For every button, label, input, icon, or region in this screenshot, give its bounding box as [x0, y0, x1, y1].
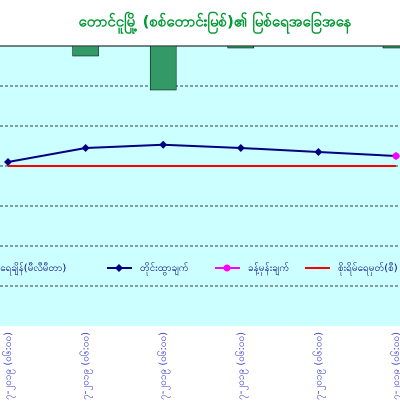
x-tick-label: ၂၄-၇-၂၀၁၉ (၀၆:၀၀) [234, 332, 249, 400]
x-tick-label: ၂၂-၇-၂၀၁၉ (၀၆:၀၀) [79, 332, 94, 400]
legend-marker [115, 264, 123, 272]
legend-label: စိုးရိမ်ရေမှတ်(စီ) [338, 261, 398, 276]
legend-label: တိုင်းထွာချက် [140, 261, 189, 276]
bar [149, 45, 177, 91]
x-tick-label: ၂၁-၇-၂၀၁၉ (၀၆:၀၀) [1, 332, 16, 400]
marker [314, 148, 323, 156]
x-tick-label: ၂၅-၇-၂၀၁၉ (၀၆:၀၀) [311, 332, 326, 400]
x-tick-label: ၂၆-၇-၂၀၁၉ (၀၆:၀၀) [389, 332, 400, 400]
legend-marker [223, 264, 231, 272]
legend-label: ခန့်မှန်းချက် [248, 261, 289, 276]
marker [81, 144, 90, 152]
marker [159, 140, 168, 149]
plot-area [0, 46, 400, 326]
marker [236, 144, 245, 152]
x-tick-label: ၂၃-၇-၂၀၁၉ (၀၆:၀၀) [156, 332, 171, 400]
marker [392, 152, 400, 160]
bar [382, 45, 400, 49]
line [7, 143, 397, 163]
bar [72, 45, 99, 57]
marker [4, 158, 12, 166]
legend-label: မိုးရေချိန်(မီလီမီတာ) [0, 261, 66, 276]
bar [227, 45, 255, 49]
